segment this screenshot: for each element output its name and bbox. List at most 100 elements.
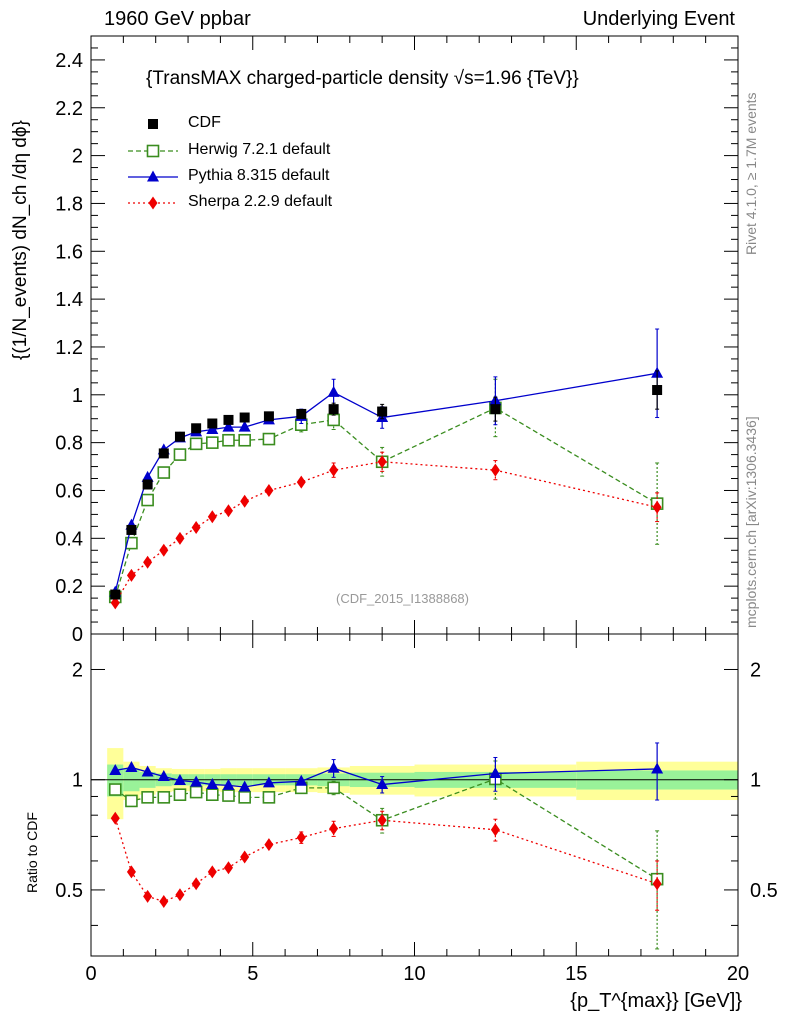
legend-label-sherpa: Sherpa 2.2.9 default bbox=[188, 193, 333, 210]
main-point-herwig bbox=[141, 493, 154, 507]
y-tick-label: 0.2 bbox=[55, 576, 83, 598]
y-tick-label: 0.6 bbox=[55, 480, 83, 502]
main-point-sherpa bbox=[191, 521, 201, 535]
ratio-point-pythia bbox=[222, 778, 235, 790]
main-point-sherpa bbox=[490, 463, 500, 477]
x-tick-label: 5 bbox=[247, 963, 258, 985]
main-point-sherpa bbox=[126, 568, 136, 582]
main-point-herwig bbox=[222, 433, 235, 447]
main-point-pythia bbox=[141, 470, 154, 482]
x-tick-label: 10 bbox=[403, 963, 425, 985]
ratio-y-axis-label: Ratio to CDF bbox=[24, 812, 40, 893]
main-point-cdf bbox=[239, 412, 250, 423]
main-point-cdf bbox=[328, 404, 339, 415]
legend-marker-herwig bbox=[146, 144, 160, 158]
ratio-point-pythia bbox=[327, 761, 340, 773]
ratio-point-pythia bbox=[173, 774, 186, 786]
analysis-watermark: (CDF_2015_I1388868) bbox=[336, 591, 469, 606]
y-tick-label: 2.4 bbox=[55, 50, 83, 72]
y-tick-label: 0.8 bbox=[55, 433, 83, 455]
y-tick-label: 2 bbox=[72, 146, 83, 168]
ratio-point-sherpa bbox=[240, 850, 250, 864]
ratio-point-herwig bbox=[206, 788, 219, 802]
y-tick-label: 1.6 bbox=[55, 241, 83, 263]
ratio-y-tick-label-right: 2 bbox=[750, 659, 761, 681]
main-point-herwig bbox=[238, 433, 251, 447]
ratio-point-pythia bbox=[262, 776, 275, 788]
main-point-cdf bbox=[191, 423, 202, 434]
ratio-point-pythia bbox=[206, 778, 219, 790]
main-point-sherpa bbox=[264, 483, 274, 497]
ratio-point-sherpa bbox=[143, 889, 153, 903]
y-tick-label: 2.2 bbox=[55, 98, 83, 120]
ratio-point-pythia bbox=[651, 762, 664, 774]
main-point-cdf bbox=[223, 414, 234, 425]
main-point-sherpa bbox=[296, 475, 306, 489]
main-point-cdf bbox=[296, 408, 307, 419]
ratio-point-sherpa bbox=[191, 877, 201, 891]
main-point-herwig bbox=[327, 413, 340, 427]
legend-label-cdf: CDF bbox=[188, 114, 221, 131]
ratio-point-herwig bbox=[262, 791, 276, 804]
main-point-sherpa bbox=[377, 455, 387, 469]
ratio-point-herwig bbox=[327, 781, 340, 795]
main-point-sherpa bbox=[175, 531, 185, 545]
ratio-point-pythia bbox=[157, 770, 170, 782]
header-left: 1960 GeV ppbar bbox=[104, 8, 251, 30]
y-tick-label: 0 bbox=[72, 624, 83, 646]
y-tick-label: 1 bbox=[72, 385, 83, 407]
legend-label-herwig: Herwig 7.2.1 default bbox=[188, 141, 331, 158]
main-point-cdf bbox=[263, 411, 274, 422]
legend-marker-cdf bbox=[148, 119, 158, 129]
x-tick-label: 15 bbox=[565, 963, 587, 985]
main-point-sherpa bbox=[329, 463, 339, 477]
chart-title: {TransMAX charged-particle density √s=1.… bbox=[146, 68, 579, 89]
ratio-point-herwig bbox=[238, 791, 251, 804]
main-point-pythia bbox=[327, 385, 340, 397]
main-point-cdf bbox=[377, 406, 388, 417]
x-tick-label: 20 bbox=[727, 963, 749, 985]
main-point-sherpa bbox=[207, 510, 217, 524]
ratio-point-pythia bbox=[190, 775, 203, 787]
ratio-point-sherpa bbox=[126, 865, 136, 879]
header-right: Underlying Event bbox=[582, 8, 735, 30]
ratio-point-pythia bbox=[295, 774, 308, 786]
ratio-point-sherpa bbox=[223, 861, 233, 875]
ratio-point-sherpa bbox=[110, 811, 120, 825]
main-point-herwig bbox=[173, 448, 187, 461]
main-line-sherpa bbox=[114, 461, 658, 604]
main-point-sherpa bbox=[223, 504, 233, 518]
ratio-y-tick-label: 0.5 bbox=[55, 880, 83, 902]
ratio-point-herwig bbox=[108, 783, 122, 796]
ratio-point-pythia bbox=[125, 760, 138, 772]
y-tick-label: 0.4 bbox=[55, 528, 83, 550]
main-point-cdf bbox=[110, 589, 121, 600]
ratio-y-tick-label-right: 1 bbox=[750, 770, 761, 792]
main-point-herwig bbox=[157, 466, 171, 479]
ratio-point-herwig bbox=[125, 794, 138, 808]
main-point-cdf bbox=[174, 431, 185, 442]
mcplots-label: mcplots.cern.ch [arXiv:1306.3436] bbox=[743, 416, 759, 628]
legend-marker-sherpa bbox=[148, 196, 158, 210]
main-line-pythia bbox=[114, 372, 658, 593]
legend-label-pythia: Pythia 8.315 default bbox=[188, 167, 330, 184]
ratio-y-tick-label: 1 bbox=[72, 770, 83, 792]
ratio-point-sherpa bbox=[377, 813, 387, 827]
ratio-point-pythia bbox=[109, 763, 122, 775]
main-point-herwig bbox=[189, 437, 203, 451]
main-point-pythia bbox=[222, 420, 235, 432]
x-tick-label: 0 bbox=[85, 963, 96, 985]
y-tick-label: 1.4 bbox=[55, 289, 83, 311]
main-point-cdf bbox=[207, 418, 218, 429]
ratio-point-pythia bbox=[489, 766, 502, 778]
ratio-point-herwig bbox=[222, 789, 235, 802]
rivet-label: Rivet 4.1.0, ≥ 1.7M events bbox=[743, 92, 759, 255]
ratio-y-tick-label-right: 0.5 bbox=[750, 880, 778, 902]
ratio-point-sherpa bbox=[652, 877, 662, 891]
main-point-cdf bbox=[142, 479, 153, 490]
main-point-sherpa bbox=[110, 596, 120, 610]
main-point-herwig bbox=[262, 432, 276, 446]
main-point-herwig bbox=[206, 436, 219, 449]
ratio-point-herwig bbox=[189, 785, 203, 799]
